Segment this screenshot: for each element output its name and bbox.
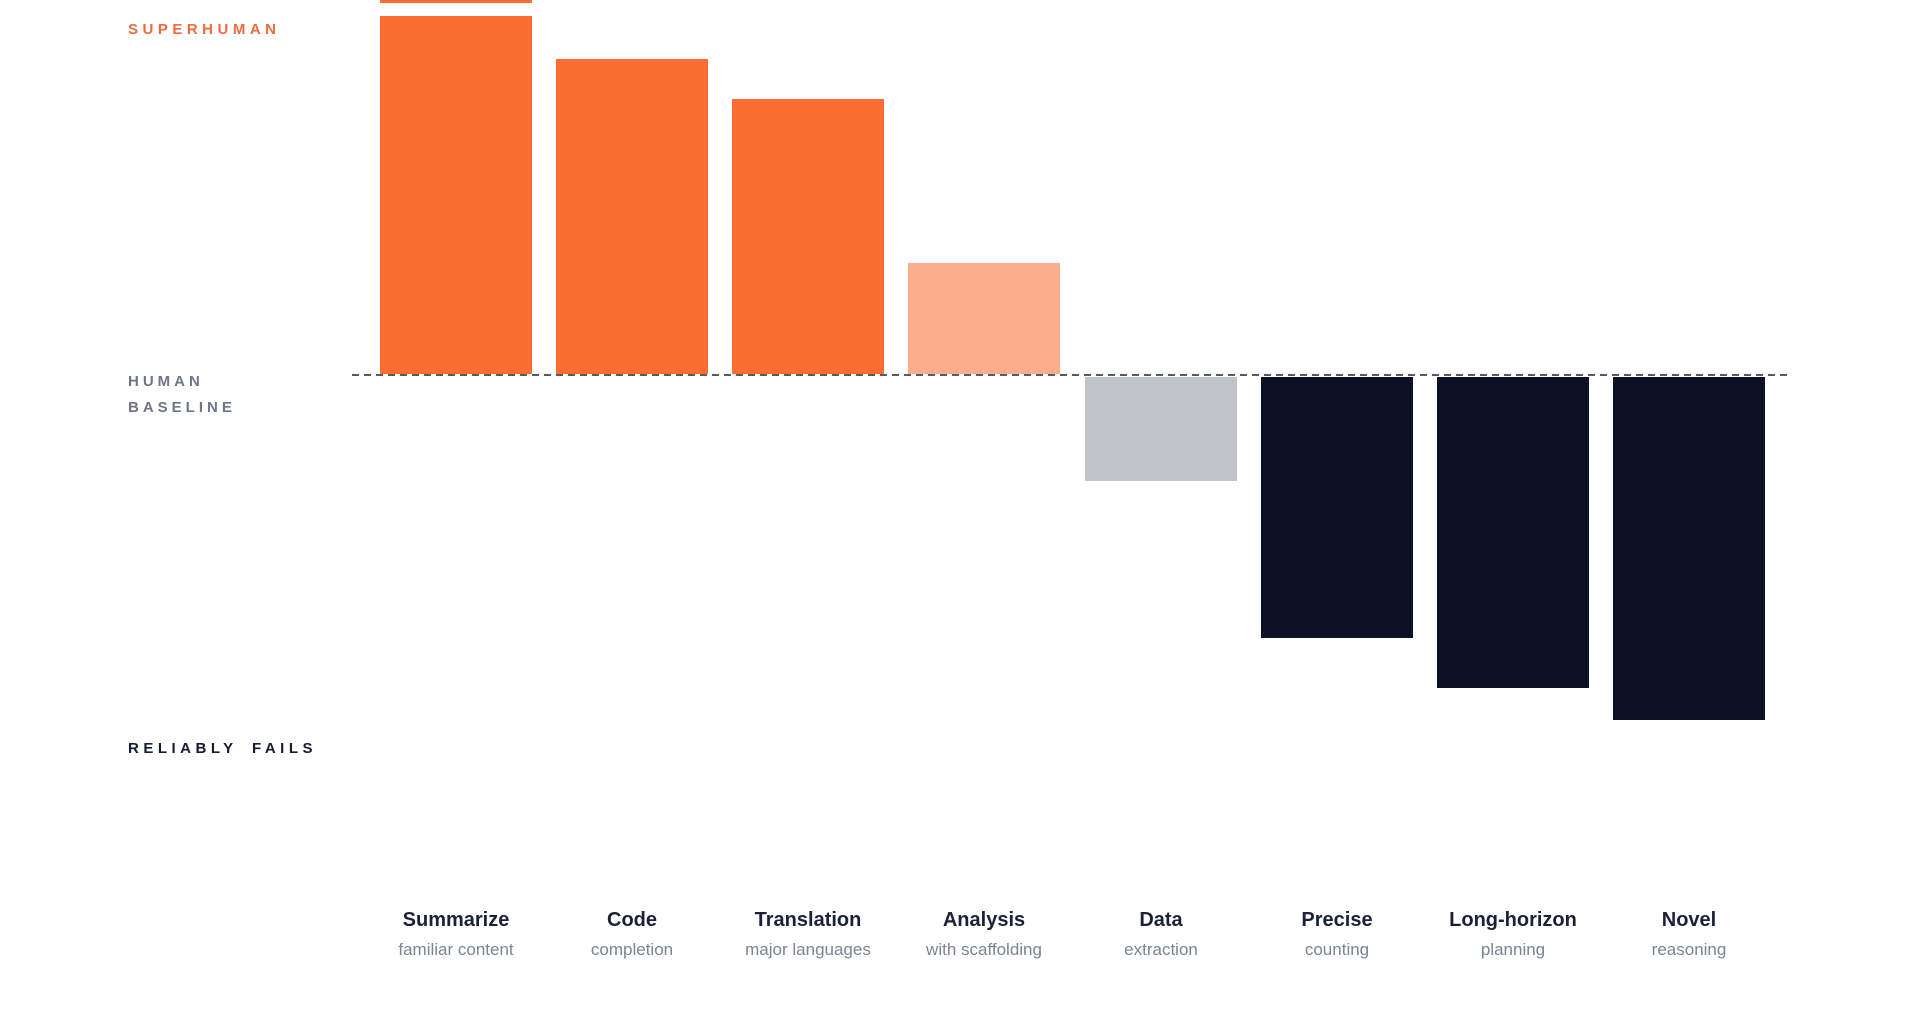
category-label-analysis: Analysis with scaffolding	[926, 908, 1042, 961]
category-label-code: Code completion	[591, 908, 673, 961]
reliably-fails-zone-label: RELIABLY FAILS	[128, 740, 318, 757]
human-baseline-label-line1: HUMAN	[128, 373, 204, 390]
bar-code	[556, 59, 708, 374]
category-label-data: Data extraction	[1124, 908, 1198, 961]
category-sublabel-summarize: familiar content	[398, 940, 514, 959]
category-label-translation: Translation major languages	[745, 908, 871, 961]
human-baseline-label-line2: BASELINE	[128, 399, 236, 416]
category-title-translation: Translation	[754, 909, 862, 931]
bar-summarize	[380, 16, 532, 374]
category-sublabel-code: completion	[590, 940, 674, 959]
category-title-analysis: Analysis	[942, 909, 1026, 931]
category-sublabel-long-horizon: planning	[1480, 940, 1546, 959]
bar-offscale-cap-summarize	[380, 0, 532, 3]
category-label-novel: Novel reasoning	[1652, 908, 1727, 961]
bar-data	[1085, 377, 1237, 481]
category-sublabel-data: extraction	[1124, 940, 1198, 959]
category-title-precise: Precise	[1301, 909, 1373, 931]
bar-translation	[732, 99, 884, 374]
bar-analysis	[908, 263, 1060, 374]
category-sublabel-precise: counting	[1304, 940, 1370, 959]
category-label-precise: Precise counting	[1301, 908, 1372, 961]
category-title-data: Data	[1139, 909, 1183, 931]
superhuman-zone-label: SUPERHUMAN	[128, 21, 281, 38]
bar-long-horizon	[1437, 377, 1589, 688]
category-title-code: Code	[607, 909, 657, 931]
bar-precise	[1261, 377, 1413, 638]
category-label-summarize: Summarize familiar content	[398, 908, 513, 961]
category-title-summarize: Summarize	[402, 909, 510, 931]
human-baseline-dashed-line	[352, 374, 1792, 376]
category-sublabel-novel: reasoning	[1651, 940, 1727, 959]
bar-novel	[1613, 377, 1765, 720]
category-sublabel-translation: major languages	[745, 940, 871, 959]
category-title-long-horizon: Long-horizon	[1449, 909, 1577, 931]
category-label-long-horizon: Long-horizon planning	[1449, 908, 1577, 961]
category-sublabel-analysis: with scaffolding	[926, 940, 1042, 959]
human-baseline-zone-label: HUMAN BASELINE	[128, 369, 236, 421]
category-title-novel: Novel	[1661, 909, 1717, 931]
